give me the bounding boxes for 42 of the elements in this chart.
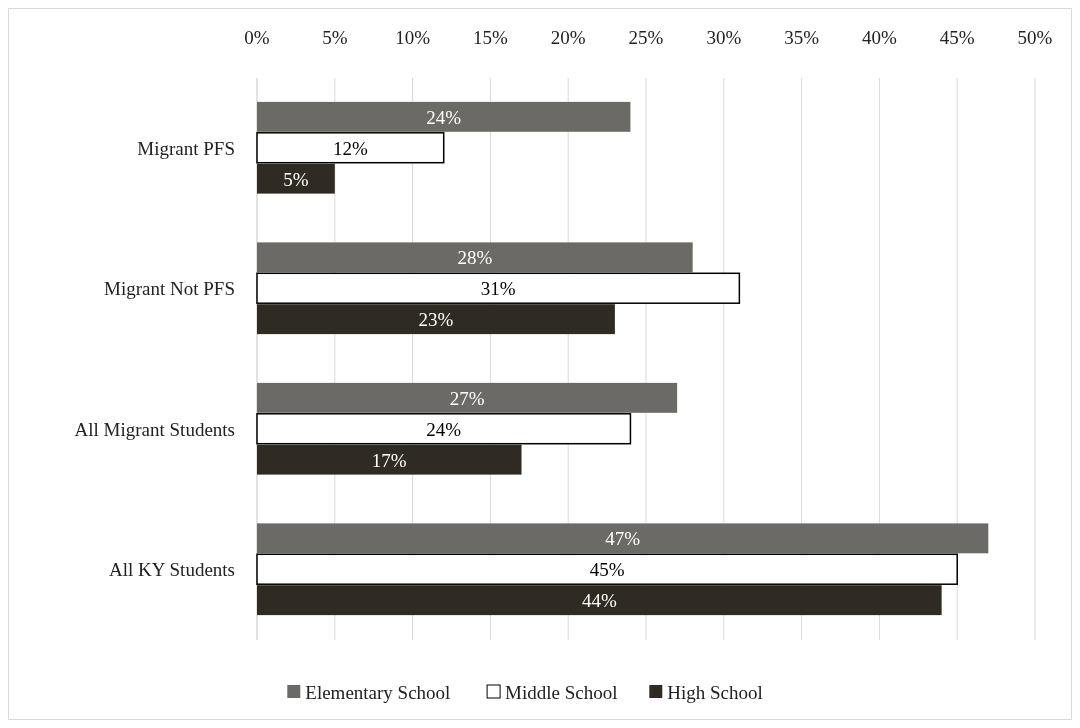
x-tick-label: 25% (628, 27, 664, 48)
data-label: 24% (426, 418, 462, 440)
data-label: 24% (426, 106, 462, 128)
x-tick-label: 50% (1017, 27, 1053, 48)
y-tick-label: All KY Students (109, 559, 235, 581)
bar (257, 101, 631, 132)
bar (257, 444, 522, 475)
y-tick-label: All Migrant Students (74, 418, 235, 440)
bar (256, 272, 741, 304)
legend-label: High School (667, 681, 763, 703)
data-label: 45% (589, 559, 625, 581)
bar (257, 523, 989, 554)
data-label: 47% (605, 528, 641, 550)
x-tick-label: 5% (322, 27, 348, 48)
data-label: 27% (449, 387, 485, 409)
bar (256, 553, 958, 585)
bar (257, 163, 335, 194)
x-tick-label: 20% (550, 27, 586, 48)
bar (256, 132, 445, 164)
legend-label: Elementary School (305, 681, 451, 703)
bar (257, 304, 615, 335)
x-tick-label: 10% (395, 27, 431, 48)
data-label: 12% (332, 137, 368, 159)
y-tick-label: Migrant PFS (137, 137, 235, 159)
x-tick-label: 45% (939, 27, 975, 48)
bar (257, 585, 942, 616)
data-label: 44% (581, 590, 617, 612)
data-label: 23% (418, 309, 454, 331)
bar (257, 382, 678, 413)
bar (257, 242, 693, 273)
bar (256, 413, 632, 445)
x-tick-label: 30% (706, 27, 742, 48)
y-tick-label: Migrant Not PFS (104, 278, 235, 300)
data-label: 31% (480, 278, 516, 300)
data-label: 17% (371, 449, 407, 471)
data-label: 28% (457, 247, 493, 269)
x-tick-label: 0% (244, 27, 270, 48)
x-tick-label: 35% (784, 27, 820, 48)
legend-label: Middle School (505, 681, 618, 703)
x-tick-label: 15% (472, 27, 508, 48)
data-label: 5% (283, 168, 309, 190)
x-tick-label: 40% (861, 27, 897, 48)
